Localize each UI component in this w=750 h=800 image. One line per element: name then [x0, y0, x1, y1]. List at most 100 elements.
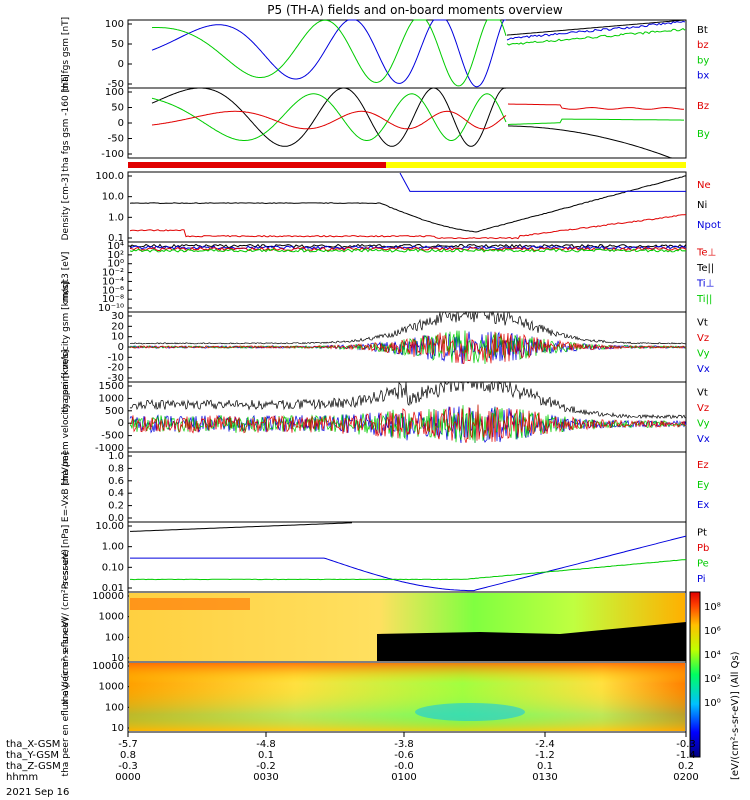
legend-entry: Vy	[697, 348, 710, 359]
y-tick-label: 1500	[99, 381, 124, 392]
legend-entry: Pb	[697, 543, 709, 554]
y-axis-label: tha peim velocity gsm [km/s]	[61, 281, 71, 413]
legend-entry: Ex	[697, 500, 709, 511]
y-tick-label: -50	[108, 134, 124, 145]
y-tick-label: 50	[111, 39, 124, 50]
line-series-Pi	[130, 535, 687, 592]
line-series-bx	[151, 19, 506, 88]
line-series-velocity	[129, 331, 687, 365]
x-tick-label: 0100	[391, 772, 416, 783]
y-tick-label: 0.01	[102, 583, 124, 594]
y-tick-label: 100	[105, 19, 124, 30]
y-tick-label: 100	[105, 702, 124, 713]
y-tick-label: 10	[111, 332, 124, 343]
line-series-by	[506, 28, 686, 46]
y-tick-label: 20	[111, 321, 124, 332]
y-tick-label: 100.0	[95, 171, 124, 182]
state-bar-yellow	[386, 162, 686, 168]
x-tick-label: -0.6	[394, 750, 414, 761]
x-tick-label: 0200	[673, 772, 698, 783]
legend-entry: Pt	[697, 527, 707, 538]
panel-8: 10.00 1.00 0.10 0.01 Pressure [nPa] Pt Pb Pe Pi	[61, 521, 709, 594]
line-series-Pt	[130, 522, 353, 532]
legend-entry: by	[697, 55, 709, 66]
y-tick-label: -100	[101, 149, 124, 160]
x-tick-label: -0.0	[394, 761, 414, 772]
line-series-Bt	[507, 125, 684, 159]
x-tick-label: 0.1	[537, 761, 553, 772]
x-tick-label: -0.3	[118, 761, 138, 772]
y-tick-label: 0.6	[108, 476, 124, 487]
x-tick-label: -5.7	[118, 739, 138, 750]
legend-entry: bx	[697, 70, 709, 81]
x-tick-label: -0.2	[256, 761, 276, 772]
y-tick-label: 0	[118, 342, 124, 353]
colorbar-tick-label: 10⁰	[704, 698, 721, 709]
y-tick-label: 10⁻⁶	[102, 285, 124, 296]
line-series-Bz	[151, 110, 507, 130]
line-series-Npot	[399, 172, 686, 192]
y-tick-label: 0.0	[108, 513, 124, 524]
line-series-temp	[129, 248, 687, 253]
legend-entry: Bz	[697, 101, 709, 112]
x-tick-label: -4.8	[256, 739, 276, 750]
line-series-Ni	[129, 175, 687, 233]
legend-entry: Pi	[697, 574, 706, 585]
y-tick-label: 0.10	[102, 562, 124, 573]
legend-entry: Ti⊥	[696, 278, 714, 289]
line-series-velocity	[129, 404, 687, 443]
y-tick-label: 100	[105, 632, 124, 643]
x-tick-label: -1.2	[535, 750, 555, 761]
legend-entry: Ez	[697, 460, 709, 471]
y-tick-label: -1000	[95, 443, 124, 454]
figure-title: P5 (TH-A) fields and on-board moments ov…	[267, 3, 563, 17]
colorbar-ticks: 10⁸ 10⁶ 10⁴ 10² 10⁰	[704, 602, 721, 709]
y-axis-label: E=-VxB [mV/m]	[61, 452, 71, 522]
legend-entry: Npot	[697, 220, 721, 231]
legend-entry: Te||	[696, 263, 714, 274]
y-tick-label: 10.0	[102, 192, 124, 203]
legend-entry: Vz	[697, 403, 709, 414]
x-tick-label: 0000	[115, 772, 140, 783]
line-series-Bt	[506, 19, 686, 36]
y-tick-label: 10⁻⁴	[102, 276, 124, 287]
x-tick-label: -2.4	[535, 739, 555, 750]
x-tick-label: 0030	[253, 772, 278, 783]
legend-entry: Ni	[697, 200, 707, 211]
panel-frame	[127, 87, 687, 159]
colorbar	[689, 591, 701, 758]
legend-entry: Vx	[697, 364, 710, 375]
panel-9: 10000 1000 100 10 tha peir en eflux eV/ (cm²…	[61, 549, 687, 705]
panel-frame	[127, 171, 687, 243]
colorbar-label: [eV/(cm²-s-sr-eV)] (All Qs)	[730, 651, 741, 780]
panel-frame	[127, 451, 687, 523]
x-axis-row-name: tha_Z-GSM	[6, 761, 61, 772]
y-tick-label: 0	[118, 59, 124, 70]
state-bar-red	[128, 162, 386, 168]
spectrogram-hot-region	[130, 598, 250, 610]
y-tick-label: 10000	[92, 661, 124, 672]
panel-2: 100 50 0 -50 -100 tha fgs gsm -160 [nT] Bz By	[61, 74, 710, 172]
x-axis-labels: tha_X-GSM -5.7 -4.8 -3.8 -2.4 -0.3 tha_Y-GSM 0.…	[6, 732, 699, 783]
y-tick-label: -20	[108, 363, 124, 374]
y-tick-label: 1000	[99, 682, 124, 693]
panel-10: 10000 1000 100 10 tha peer en eflux eV/ (cm²…	[61, 618, 687, 776]
legend-entry: Vx	[697, 434, 710, 445]
spectrogram-noise-region	[377, 622, 686, 661]
spectrogram-overlay	[129, 663, 685, 731]
panel-7: 1.00.8 0.60.4 0.20.0 E=-VxB [mV/m] Ez Ey Ex	[61, 451, 709, 524]
y-tick-label: 10⁴	[107, 241, 124, 252]
legend-entry: Pe	[697, 558, 709, 569]
colorbar-tick-label: 10⁸	[704, 602, 721, 613]
line-series-velocity	[129, 310, 687, 345]
panel-frame	[127, 661, 687, 733]
y-tick-label: 50	[111, 103, 124, 114]
x-tick-label: -1.4	[676, 750, 696, 761]
panel-frame	[127, 521, 687, 593]
legend-entry: Vy	[697, 418, 710, 429]
y-tick-label: 30	[111, 311, 124, 322]
panel-1: 100 50 0 -50 tha fgs gsm [nT] Bt bz by bx	[61, 17, 709, 91]
